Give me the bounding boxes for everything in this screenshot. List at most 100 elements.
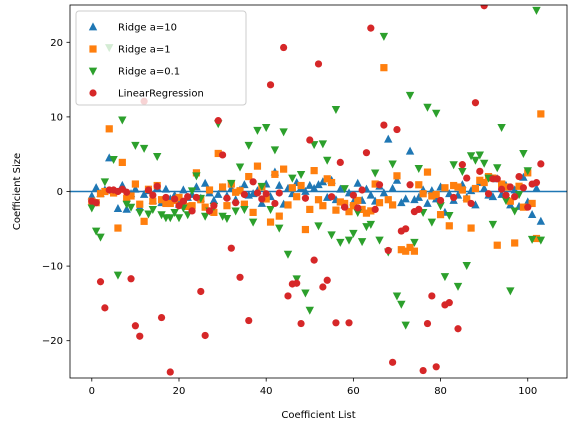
data-point	[275, 180, 284, 189]
data-point	[354, 196, 362, 205]
data-point	[471, 200, 480, 209]
data-point	[319, 202, 327, 210]
data-point	[466, 152, 476, 161]
data-point	[223, 194, 231, 202]
data-point	[428, 292, 436, 300]
data-point	[336, 198, 344, 206]
data-point	[200, 178, 210, 187]
data-point	[467, 224, 475, 232]
data-point	[511, 193, 519, 201]
legend-item: LinearRegression	[89, 89, 204, 100]
data-point	[214, 149, 222, 158]
data-point	[410, 195, 419, 204]
data-point	[502, 191, 510, 199]
data-point	[406, 181, 414, 189]
data-point	[345, 319, 353, 327]
data-point	[476, 176, 484, 184]
data-point	[471, 184, 480, 193]
data-point	[366, 220, 376, 229]
data-point	[123, 194, 131, 202]
data-point	[292, 275, 301, 284]
data-point	[284, 292, 292, 300]
data-point	[479, 159, 489, 168]
data-point	[331, 106, 341, 115]
data-point	[301, 186, 310, 195]
data-point	[506, 287, 515, 296]
data-point	[536, 216, 546, 225]
data-point	[218, 212, 227, 221]
data-point	[380, 64, 388, 72]
data-point	[501, 197, 511, 206]
data-point	[314, 196, 323, 204]
data-point	[402, 225, 410, 233]
data-point	[341, 199, 349, 208]
y-tick-label: 0	[57, 187, 63, 198]
data-point	[131, 184, 140, 193]
data-point	[471, 99, 480, 107]
data-point	[476, 167, 484, 175]
data-point	[301, 194, 310, 202]
y-tick-label: 10	[50, 112, 63, 123]
data-point	[227, 179, 236, 188]
data-point	[214, 189, 223, 198]
data-point	[166, 214, 175, 223]
data-point	[527, 235, 537, 244]
data-point	[122, 200, 131, 209]
data-point	[275, 224, 284, 233]
data-point	[336, 158, 344, 167]
data-point	[458, 186, 466, 194]
data-point	[332, 206, 340, 214]
data-point	[201, 203, 209, 211]
data-point	[327, 231, 336, 240]
data-point	[463, 174, 471, 182]
legend: Ridge a=10 Ridge a=1 Ridge a=0.1 LinearRegr…	[75, 10, 247, 106]
data-point	[397, 300, 406, 309]
data-point	[384, 134, 393, 143]
data-point	[232, 199, 240, 207]
data-point	[118, 116, 127, 125]
data-point	[353, 208, 362, 217]
data-point	[261, 123, 271, 132]
data-point	[223, 202, 231, 210]
data-point	[101, 304, 109, 312]
data-point	[144, 210, 153, 219]
data-point	[314, 180, 323, 189]
data-point	[537, 110, 545, 118]
data-point	[210, 208, 218, 216]
data-point	[318, 140, 328, 149]
data-point	[257, 198, 267, 207]
data-point	[200, 212, 210, 221]
data-point	[480, 178, 488, 187]
data-point	[475, 151, 485, 160]
data-point	[327, 193, 336, 201]
data-point	[271, 199, 279, 208]
data-point	[401, 321, 410, 330]
data-point	[144, 186, 153, 194]
data-point	[184, 202, 192, 211]
data-point	[275, 212, 283, 220]
data-point	[122, 204, 131, 213]
data-point	[332, 319, 340, 327]
data-point	[506, 183, 514, 191]
data-point	[379, 188, 389, 197]
y-tick-label: 20	[50, 38, 63, 49]
data-point	[249, 178, 257, 186]
data-point	[318, 177, 328, 186]
data-point	[249, 208, 257, 216]
data-point	[279, 128, 288, 137]
data-point	[349, 191, 357, 199]
data-point	[519, 150, 528, 159]
data-point	[445, 211, 454, 220]
x-tick-label: 60	[347, 386, 360, 397]
data-point	[380, 121, 388, 129]
data-point	[175, 193, 183, 202]
data-point	[414, 164, 423, 173]
data-point	[466, 186, 476, 195]
data-point	[319, 283, 327, 291]
data-point	[362, 223, 371, 232]
data-point	[179, 185, 188, 194]
data-point	[519, 184, 528, 192]
data-point	[327, 178, 336, 187]
legend-marker	[88, 22, 98, 31]
data-point	[523, 167, 532, 176]
